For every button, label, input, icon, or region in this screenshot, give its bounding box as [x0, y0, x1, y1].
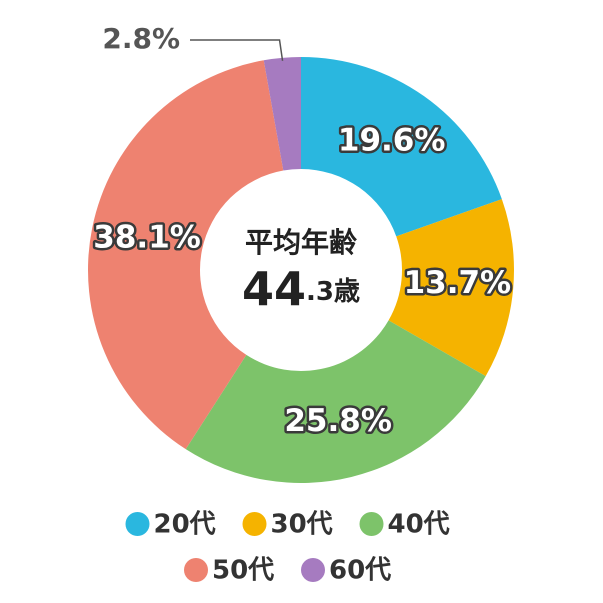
- donut-segment: [87, 60, 284, 450]
- legend-swatch: [242, 512, 267, 536]
- center-value-main: 44: [242, 262, 306, 316]
- legend-swatch: [125, 512, 150, 536]
- center-value: 44.3歳: [242, 262, 360, 316]
- value-label: 25.8%: [284, 403, 392, 439]
- legend-label: 50代: [212, 556, 274, 586]
- center-value-sub: .3歳: [306, 277, 360, 307]
- value-label: 19.6%: [338, 122, 446, 158]
- legend-label: 30代: [271, 510, 333, 540]
- value-label: 2.8%: [102, 22, 180, 55]
- legend-swatch: [359, 512, 384, 536]
- value-label: 13.7%: [404, 265, 512, 301]
- legend-label: 40代: [388, 510, 450, 540]
- value-label: 38.1%: [93, 220, 201, 256]
- legend-label: 20代: [154, 510, 216, 540]
- legend-swatch: [301, 558, 325, 582]
- donut-segment: [301, 57, 502, 237]
- leader-line: [190, 39, 284, 61]
- donut-segment: [185, 320, 486, 483]
- legend-swatch: [184, 558, 208, 582]
- donut-segment: [388, 199, 514, 377]
- donut-segment: [263, 57, 301, 171]
- center-title: 平均年齢: [245, 226, 357, 259]
- legend-label: 60代: [329, 556, 391, 586]
